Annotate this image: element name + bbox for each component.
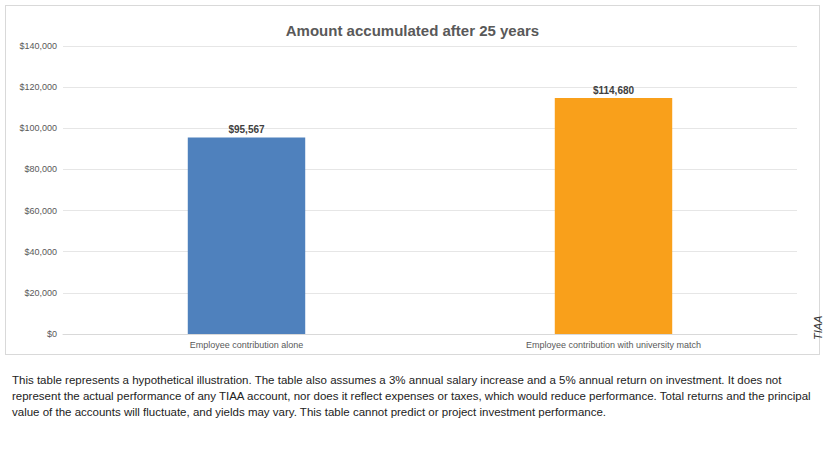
svg-text:$40,000: $40,000 — [24, 247, 57, 257]
svg-text:$0: $0 — [47, 329, 57, 339]
svg-text:$120,000: $120,000 — [19, 82, 57, 92]
svg-text:$20,000: $20,000 — [24, 288, 57, 298]
svg-text:$114,680: $114,680 — [593, 85, 635, 96]
html-text:This table represents a hypoth: This table represents a hypothetical ill… — [12, 374, 811, 418]
svg-text:$100,000: $100,000 — [19, 123, 57, 133]
svg-text:Amount accumulated after 25 ye: Amount accumulated after 25 years — [286, 22, 539, 39]
svg-text:$140,000: $140,000 — [19, 41, 57, 51]
svg-text:Employee contribution alone: Employee contribution alone — [190, 340, 304, 350]
svg-text:$80,000: $80,000 — [24, 164, 57, 174]
svg-text:$95,567: $95,567 — [228, 124, 265, 135]
svg-text:Employee contribution with uni: Employee contribution with university ma… — [526, 340, 701, 350]
svg-text:$60,000: $60,000 — [24, 206, 57, 216]
html-text:TIAA: TIAA — [812, 315, 824, 340]
